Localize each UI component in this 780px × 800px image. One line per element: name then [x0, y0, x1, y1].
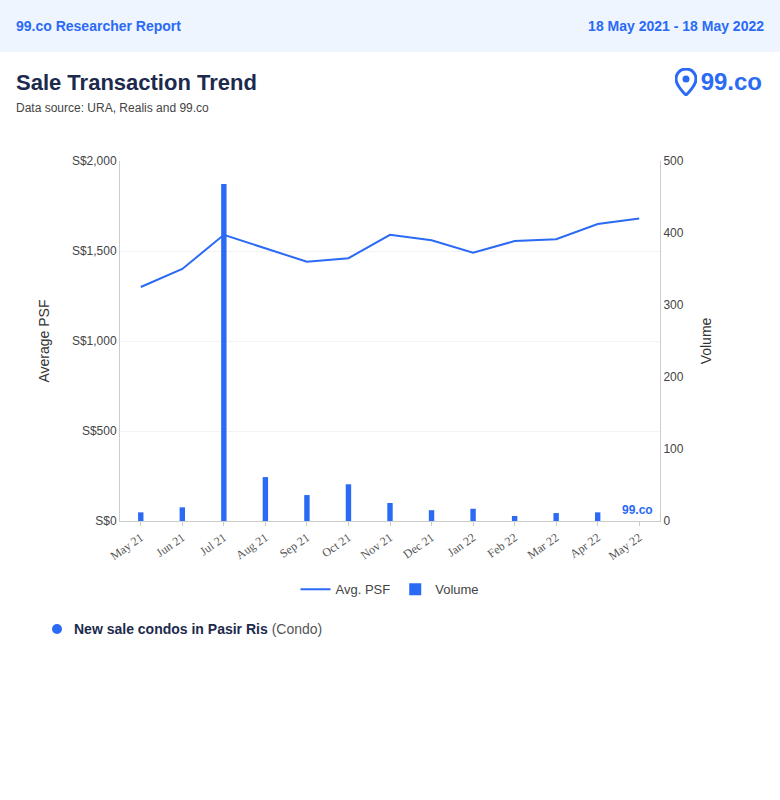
- svg-text:500: 500: [663, 154, 683, 168]
- svg-text:Jun 21: Jun 21: [153, 530, 187, 560]
- svg-text:Dec 21: Dec 21: [401, 530, 437, 561]
- svg-text:Volume: Volume: [698, 317, 714, 364]
- svg-text:0: 0: [663, 514, 670, 528]
- svg-text:Aug 21: Aug 21: [233, 530, 270, 562]
- svg-text:Oct 21: Oct 21: [319, 530, 354, 560]
- html-text:Sale Transaction Trend: Sale Transaction Trend: [16, 70, 257, 95]
- svg-text:100: 100: [663, 442, 683, 456]
- svg-text:300: 300: [663, 298, 683, 312]
- svg-text:S$1,500: S$1,500: [72, 244, 117, 258]
- svg-text:Jul 21: Jul 21: [197, 530, 229, 558]
- svg-text:99.co: 99.co: [622, 503, 653, 517]
- svg-text:Sep 21: Sep 21: [277, 530, 312, 560]
- svg-text:S$0: S$0: [95, 514, 117, 528]
- svg-text:Volume: Volume: [435, 582, 478, 597]
- svg-text:S$2,000: S$2,000: [72, 154, 117, 168]
- svg-text:May 22: May 22: [606, 530, 644, 563]
- svg-text:Avg. PSF: Avg. PSF: [336, 582, 391, 597]
- svg-text:S$1,000: S$1,000: [72, 334, 117, 348]
- svg-text:200: 200: [663, 370, 683, 384]
- html-text:99.co: 99.co: [700, 68, 762, 95]
- html-text:99.co Researcher Report: 99.co Researcher Report: [16, 18, 181, 34]
- svg-text:Average PSF: Average PSF: [36, 299, 52, 382]
- svg-text:May 21: May 21: [108, 530, 146, 563]
- svg-text:Feb 22: Feb 22: [485, 530, 520, 560]
- svg-text:Nov 21: Nov 21: [358, 530, 395, 562]
- html-text:18 May 2021 - 18 May 2022: 18 May 2021 - 18 May 2022: [588, 18, 764, 34]
- svg-text:S$500: S$500: [82, 424, 117, 438]
- svg-text:Jan 22: Jan 22: [445, 530, 478, 559]
- html-text:New sale condos in Pasir Ris (: New sale condos in Pasir Ris (Condo): [74, 621, 323, 637]
- svg-text:Apr 22: Apr 22: [567, 530, 603, 561]
- html-text:Data source: URA, Realis and 9: Data source: URA, Realis and 99.co: [16, 101, 209, 115]
- svg-text:400: 400: [663, 226, 683, 240]
- svg-text:Mar 22: Mar 22: [525, 530, 562, 562]
